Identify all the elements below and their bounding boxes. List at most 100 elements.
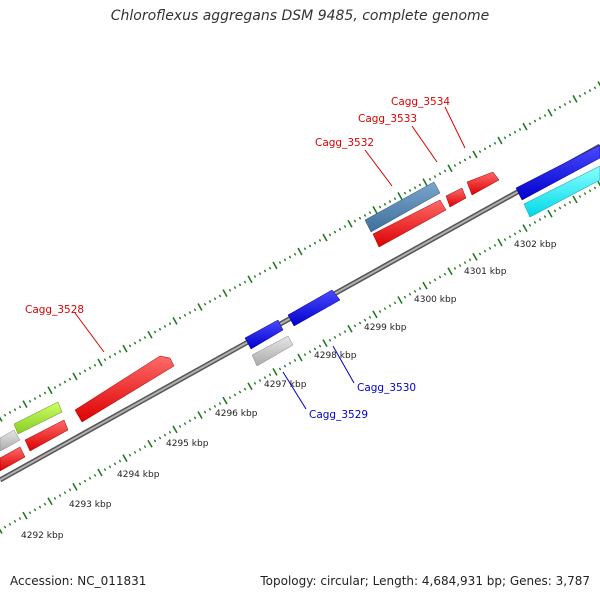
minor-tick	[533, 220, 537, 224]
minor-tick	[358, 321, 362, 325]
minor-tick	[13, 408, 17, 412]
kbp-label: 4295 kbp	[166, 439, 209, 449]
minor-tick	[563, 203, 567, 207]
kbp-label: 4301 kbp	[464, 267, 507, 277]
gene-feature-cagg-3528[interactable]	[74, 355, 175, 423]
minor-tick	[413, 186, 417, 190]
gene-labels: Cagg_3528 Cagg_3532 Cagg_3533 Cagg_3534 …	[25, 96, 450, 421]
major-tick	[297, 353, 303, 362]
minor-tick	[158, 327, 162, 331]
gene-label-cagg-3530[interactable]: Cagg_3530	[357, 382, 416, 394]
minor-tick	[13, 519, 17, 523]
minor-tick	[33, 508, 37, 512]
minor-tick	[478, 252, 482, 256]
minor-tick	[363, 318, 367, 322]
gene-feature-cagg-3532[interactable]	[364, 181, 441, 233]
minor-tick	[438, 275, 442, 279]
minor-tick	[333, 335, 337, 339]
minor-tick	[203, 410, 207, 414]
minor-tick	[118, 459, 122, 463]
minor-tick	[133, 450, 137, 454]
kbp-label: 4297 kbp	[264, 380, 307, 390]
upper-tick-track	[0, 81, 600, 422]
minor-tick	[433, 278, 437, 282]
gene-label-cagg-3534[interactable]: Cagg_3534	[391, 96, 450, 108]
major-tick	[97, 468, 103, 477]
minor-tick	[408, 292, 412, 296]
major-tick	[372, 205, 378, 214]
major-tick	[272, 368, 278, 376]
major-tick	[97, 358, 103, 367]
gene-feature-cagg-3533[interactable]	[445, 187, 467, 208]
minor-tick	[413, 289, 417, 293]
major-tick	[447, 267, 453, 276]
minor-tick	[503, 136, 507, 140]
gene-label-cagg-3529[interactable]: Cagg_3529	[309, 409, 368, 421]
minor-tick	[493, 141, 497, 145]
minor-tick	[218, 294, 222, 298]
minor-tick	[538, 218, 542, 221]
kbp-label: 4296 kbp	[215, 409, 258, 419]
callout-line-cagg-3528	[74, 312, 105, 353]
minor-tick	[513, 232, 517, 236]
gene-feature-red-mid[interactable]	[372, 199, 447, 248]
major-tick	[122, 344, 128, 353]
gene-feature-blue-right[interactable]	[515, 144, 600, 201]
minor-tick	[408, 189, 412, 192]
major-tick	[247, 382, 253, 391]
major-tick	[322, 339, 328, 347]
minor-tick	[383, 202, 387, 206]
minor-tick	[453, 164, 457, 167]
gene-feature-grey-left[interactable]	[0, 429, 21, 452]
minor-tick	[188, 419, 192, 423]
accession-text: Accession: NC_011831	[10, 574, 147, 588]
gene-feature-cagg-3529[interactable]	[251, 335, 294, 367]
minor-tick	[333, 230, 337, 234]
minor-tick	[253, 275, 257, 278]
minor-tick	[188, 311, 192, 314]
minor-tick	[293, 358, 297, 362]
gene-feature-green[interactable]	[13, 401, 63, 435]
minor-tick	[553, 108, 557, 112]
gene-feature-red-left-b[interactable]	[24, 419, 69, 452]
gene-feature-blue-b[interactable]	[287, 289, 341, 327]
gene-label-cagg-3532[interactable]: Cagg_3532	[315, 137, 374, 149]
minor-tick	[78, 372, 82, 375]
minor-tick	[493, 243, 497, 247]
major-tick	[222, 289, 228, 298]
minor-tick	[163, 433, 167, 437]
minor-tick	[283, 364, 287, 368]
minor-tick	[268, 373, 272, 377]
minor-tick	[338, 227, 342, 231]
minor-tick	[438, 172, 442, 176]
major-tick	[47, 497, 53, 506]
callout-lines	[74, 106, 466, 410]
major-tick	[597, 81, 600, 87]
gene-feature-cagg-3534[interactable]	[466, 171, 500, 196]
gene-label-cagg-3528[interactable]: Cagg_3528	[25, 304, 84, 316]
gene-feature-red-left-a[interactable]	[0, 446, 26, 472]
minor-tick	[213, 297, 217, 301]
major-tick	[147, 439, 153, 448]
major-tick	[497, 238, 503, 247]
major-tick	[522, 224, 528, 232]
minor-tick	[303, 247, 307, 251]
minor-tick	[118, 350, 122, 353]
minor-tick	[468, 258, 472, 262]
kbp-label: 4298 kbp	[314, 351, 357, 361]
major-tick	[497, 136, 503, 145]
major-tick	[547, 108, 553, 117]
major-tick	[422, 281, 428, 290]
minor-tick	[443, 169, 447, 173]
minor-tick	[428, 177, 432, 181]
minor-tick	[378, 205, 382, 209]
minor-tick	[358, 216, 362, 220]
gene-feature-cagg-3530[interactable]	[244, 319, 284, 350]
minor-tick	[533, 119, 537, 123]
minor-tick	[428, 281, 432, 285]
minor-tick	[483, 147, 487, 151]
minor-tick	[263, 376, 267, 380]
gene-feature-cyan-right[interactable]	[523, 165, 600, 218]
gene-label-cagg-3533[interactable]: Cagg_3533	[358, 113, 417, 125]
minor-tick	[313, 241, 317, 245]
